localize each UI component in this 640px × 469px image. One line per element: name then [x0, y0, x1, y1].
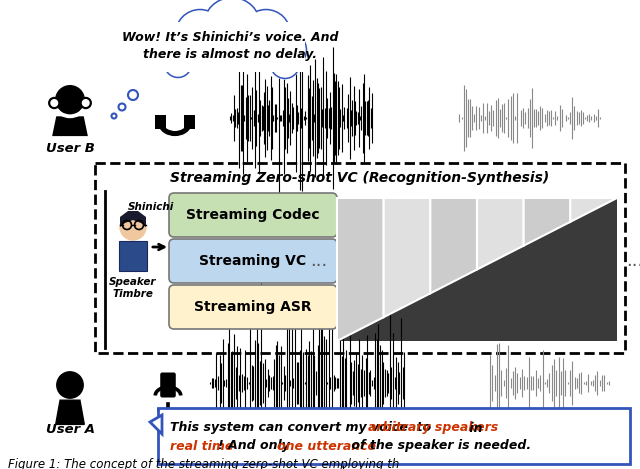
- FancyBboxPatch shape: [119, 241, 147, 271]
- Polygon shape: [52, 116, 88, 136]
- Text: real time: real time: [170, 439, 234, 453]
- Text: This system can convert my voice  to: This system can convert my voice to: [170, 422, 436, 434]
- Bar: [184, 114, 195, 129]
- Text: one utterance: one utterance: [277, 439, 376, 453]
- Bar: [155, 22, 305, 72]
- Circle shape: [205, 0, 259, 53]
- Polygon shape: [524, 198, 570, 246]
- Circle shape: [158, 35, 192, 69]
- Polygon shape: [150, 415, 162, 434]
- Text: User A: User A: [45, 423, 95, 436]
- Text: Wow! It’s Shinichi’s voice. And
there is almost no delay.: Wow! It’s Shinichi’s voice. And there is…: [122, 31, 339, 61]
- Circle shape: [83, 100, 89, 106]
- Circle shape: [177, 11, 223, 57]
- FancyBboxPatch shape: [169, 239, 337, 283]
- Circle shape: [164, 50, 192, 78]
- Circle shape: [203, 0, 261, 55]
- Circle shape: [269, 31, 307, 69]
- Polygon shape: [337, 198, 383, 341]
- Polygon shape: [120, 211, 146, 227]
- Circle shape: [270, 49, 300, 79]
- Circle shape: [166, 52, 190, 76]
- Circle shape: [241, 9, 291, 59]
- Circle shape: [175, 9, 225, 59]
- Circle shape: [51, 100, 58, 106]
- Circle shape: [49, 98, 60, 108]
- Circle shape: [56, 86, 84, 114]
- Polygon shape: [56, 400, 84, 424]
- FancyBboxPatch shape: [169, 285, 337, 329]
- Text: Streaming VC: Streaming VC: [200, 254, 307, 268]
- FancyBboxPatch shape: [160, 372, 176, 398]
- Polygon shape: [477, 198, 524, 270]
- Circle shape: [156, 33, 194, 71]
- FancyBboxPatch shape: [158, 408, 630, 464]
- Circle shape: [243, 11, 289, 57]
- Text: Speaker
Timbre: Speaker Timbre: [109, 277, 157, 299]
- Text: ...: ...: [310, 252, 328, 270]
- Circle shape: [271, 33, 305, 67]
- Circle shape: [272, 51, 298, 77]
- Circle shape: [80, 98, 92, 108]
- Text: Streaming Codec: Streaming Codec: [186, 208, 320, 222]
- Circle shape: [57, 372, 83, 398]
- Polygon shape: [430, 198, 477, 293]
- Bar: [155, 114, 166, 129]
- Text: ...: ...: [627, 252, 640, 270]
- Text: Shinichi: Shinichi: [128, 202, 174, 212]
- Text: arbitrary speakers: arbitrary speakers: [368, 422, 499, 434]
- Text: Streaming ASR: Streaming ASR: [194, 300, 312, 314]
- Polygon shape: [383, 198, 430, 317]
- Text: in: in: [465, 422, 482, 434]
- FancyBboxPatch shape: [169, 193, 337, 237]
- Text: Streaming Zero-shot VC (Recognition-Synthesis): Streaming Zero-shot VC (Recognition-Synt…: [170, 171, 550, 185]
- Text: User B: User B: [45, 142, 95, 155]
- Text: ! And only: ! And only: [218, 439, 294, 453]
- Polygon shape: [570, 198, 617, 222]
- FancyBboxPatch shape: [95, 163, 625, 353]
- Polygon shape: [337, 198, 617, 341]
- Text: of the speaker is needed.: of the speaker is needed.: [347, 439, 531, 453]
- Text: Figure 1: The concept of the streaming zero-shot VC employing th: Figure 1: The concept of the streaming z…: [8, 458, 399, 469]
- Circle shape: [120, 214, 146, 240]
